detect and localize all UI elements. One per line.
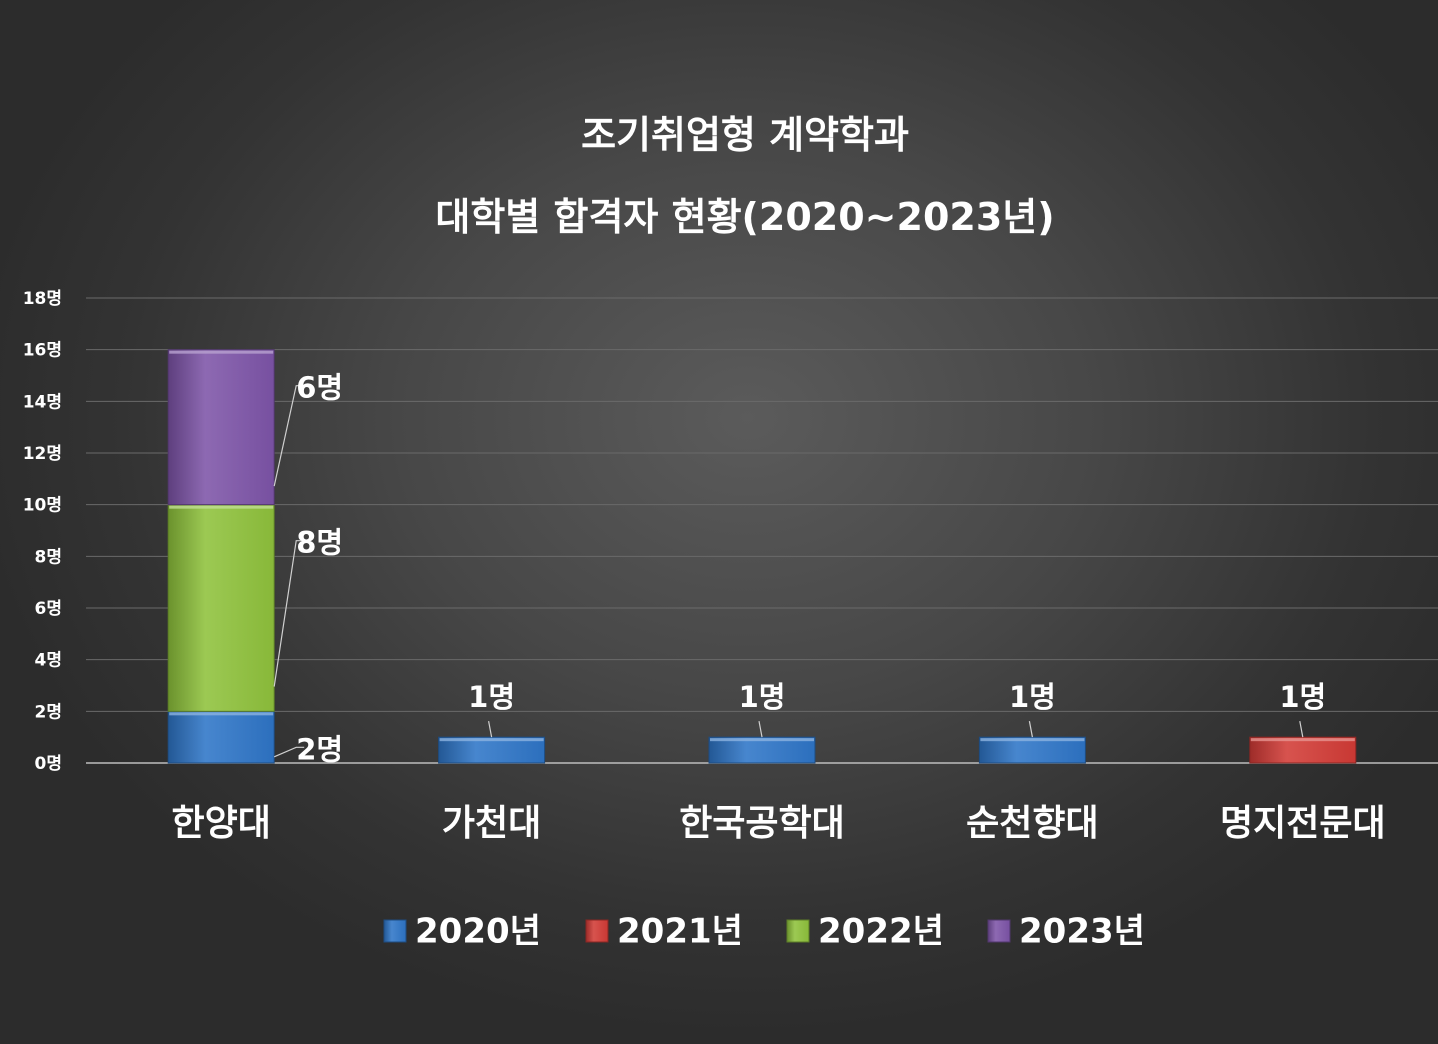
- legend-swatch: [987, 919, 1011, 943]
- leader-line: [758, 721, 763, 738]
- bar-segment: [167, 504, 275, 712]
- bar-segment: [167, 349, 275, 506]
- y-axis-ticks: 0명 2명 4명 6명 8명 10명 12명 14명 16명 18명: [23, 289, 62, 774]
- bar-highlight: [439, 738, 544, 742]
- chart-title-line: 조기취업형 계약학과: [581, 113, 909, 157]
- chart-title-line: 대학별 합격자 현황(2020~2023년): [435, 195, 1054, 239]
- bar-segment: [978, 736, 1086, 764]
- y-tick-label: 6명: [35, 599, 62, 619]
- bar-segment: [708, 736, 816, 764]
- gridlines: [86, 297, 1438, 764]
- legend-swatch: [383, 919, 407, 943]
- y-tick-label: 2명: [35, 702, 62, 722]
- leader-line: [1299, 721, 1304, 738]
- legend-swatch: [786, 919, 810, 943]
- y-tick-label: 0명: [35, 754, 62, 774]
- y-tick-label: 4명: [35, 651, 62, 671]
- data-label: 8명: [296, 526, 343, 560]
- y-tick-label: 12명: [23, 444, 62, 464]
- bar-segment: [438, 736, 546, 764]
- x-category-label: 한국공학대: [679, 803, 845, 844]
- leader-line: [1028, 721, 1033, 738]
- bar-highlight: [1250, 738, 1355, 742]
- bar-highlight: [169, 505, 274, 509]
- leader-line: [273, 540, 305, 687]
- legend-label: 2020년: [415, 912, 541, 952]
- data-label: 1명: [739, 680, 786, 714]
- y-tick-label: 10명: [23, 496, 62, 516]
- legend-swatch: [585, 919, 609, 943]
- legend-label: 2023년: [1019, 912, 1145, 952]
- leader-line: [488, 721, 493, 738]
- y-tick-label: 8명: [35, 547, 62, 567]
- leader-line: [273, 385, 305, 487]
- legend-label: 2022년: [818, 912, 944, 952]
- data-label: 1명: [1009, 680, 1056, 714]
- data-label: 6명: [296, 371, 343, 405]
- bar-highlight: [169, 712, 274, 716]
- bar-highlight: [169, 350, 274, 354]
- x-category-label: 가천대: [442, 803, 541, 844]
- legend: 2020년 2021년 2022년 2023년: [383, 912, 1145, 952]
- legend-label: 2021년: [617, 912, 743, 952]
- leader-line: [273, 746, 305, 758]
- bar-highlight: [710, 738, 814, 742]
- x-category-label: 명지전문대: [1220, 803, 1386, 844]
- x-axis-categories: 한양대 가천대 한국공학대 순천향대 명지전문대: [172, 803, 1386, 844]
- y-tick-label: 14명: [23, 392, 62, 412]
- bar-highlight: [980, 738, 1085, 742]
- bar-segment: [167, 710, 275, 764]
- y-tick-label: 18명: [23, 289, 62, 309]
- x-category-label: 한양대: [172, 803, 271, 844]
- bars: [167, 349, 1357, 764]
- bar-segment: [1249, 736, 1357, 764]
- data-label: 2명: [296, 732, 343, 766]
- data-label: 1명: [1279, 680, 1326, 714]
- data-label: 1명: [468, 680, 515, 714]
- data-labels: 2명 8명 6명 1명 1명 1명 1명: [273, 371, 1326, 766]
- x-category-label: 순천향대: [966, 803, 1098, 844]
- y-tick-label: 16명: [23, 341, 62, 361]
